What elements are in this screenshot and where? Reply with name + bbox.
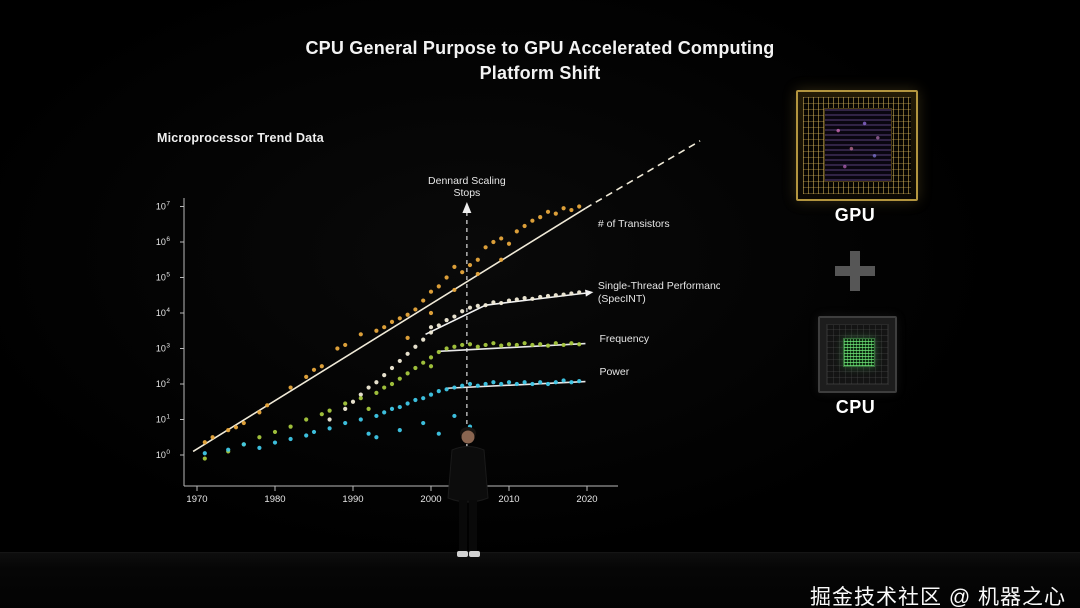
stage-floor xyxy=(0,552,1080,608)
svg-text:1970: 1970 xyxy=(186,494,207,505)
trend-chart: 100 101 102 103 104 105 106 107 1970 1980 1990 2000… xyxy=(156,140,720,505)
presenter-face xyxy=(461,430,475,444)
plus-icon xyxy=(833,249,877,293)
gpu-label: GPU xyxy=(834,205,876,225)
svg-text:101: 101 xyxy=(156,414,171,425)
svg-text:105: 105 xyxy=(156,272,171,283)
svg-text:106: 106 xyxy=(156,236,171,247)
plus-icon-bar-vertical xyxy=(850,251,860,291)
svg-text:2000: 2000 xyxy=(420,494,441,505)
svg-text:# of Transistors: # of Transistors xyxy=(598,218,670,230)
svg-text:2020: 2020 xyxy=(576,494,597,505)
cpu-die xyxy=(843,338,875,367)
svg-text:104: 104 xyxy=(156,307,171,318)
presenter-jacket xyxy=(447,446,489,503)
svg-text:103: 103 xyxy=(156,343,171,354)
svg-text:102: 102 xyxy=(156,378,171,389)
svg-text:Dennard Scaling: Dennard Scaling xyxy=(428,175,506,187)
presenter-silhouette xyxy=(447,427,489,557)
cpu-chip-image xyxy=(818,316,897,393)
svg-text:1990: 1990 xyxy=(342,494,363,505)
gpu-core-pattern xyxy=(824,108,892,182)
slide-title: CPU General Purpose to GPU Accelerated C… xyxy=(0,36,1080,86)
svg-text:(SpecINT): (SpecINT) xyxy=(598,293,646,305)
svg-text:Stops: Stops xyxy=(453,187,480,199)
presenter-shoe-right xyxy=(469,551,480,557)
cpu-label: CPU xyxy=(835,397,876,417)
svg-text:100: 100 xyxy=(156,449,171,460)
svg-text:107: 107 xyxy=(156,201,171,212)
svg-text:Frequency: Frequency xyxy=(599,333,649,345)
slide-title-line1: CPU General Purpose to GPU Accelerated C… xyxy=(305,38,775,58)
chart-heading: Microprocessor Trend Data xyxy=(157,131,324,145)
svg-text:2010: 2010 xyxy=(498,494,519,505)
slide-title-line2: Platform Shift xyxy=(479,63,601,83)
gpu-chip-image xyxy=(796,90,918,201)
presenter-leg-left xyxy=(459,500,467,552)
svg-text:Single-Thread Performance: Single-Thread Performance xyxy=(598,280,720,292)
presenter-shoe-left xyxy=(457,551,468,557)
svg-text:1980: 1980 xyxy=(264,494,285,505)
svg-text:Power: Power xyxy=(599,366,629,378)
watermark-text: 掘金技术社区 @ 机器之心 xyxy=(810,586,1066,608)
presenter-leg-right xyxy=(469,500,477,552)
